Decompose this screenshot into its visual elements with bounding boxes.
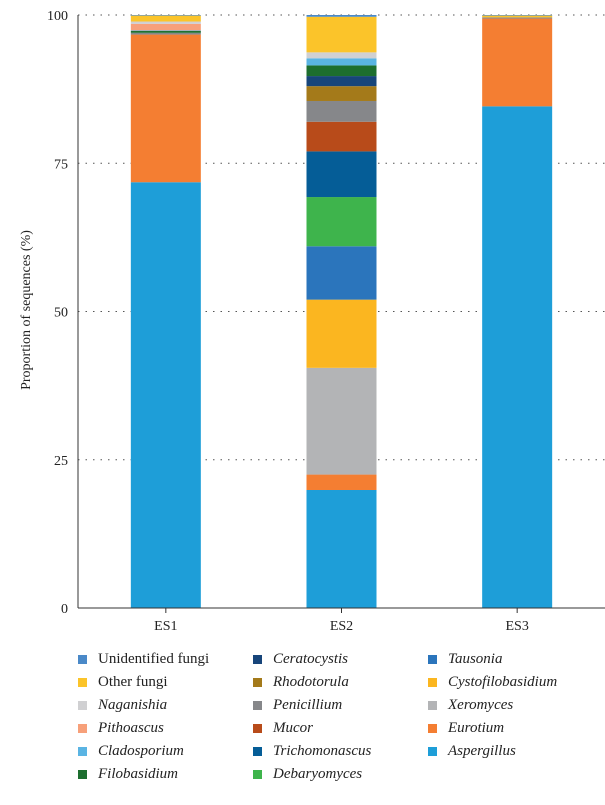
- legend-label: Trichomonascus: [273, 742, 372, 759]
- legend-item: Other fungi: [78, 673, 253, 691]
- legend-swatch: [428, 723, 437, 733]
- legend-label: Rhodotorula: [273, 673, 349, 690]
- y-tick-label: 100: [47, 9, 68, 24]
- legend-swatch: [78, 746, 87, 756]
- y-tick-label: 25: [54, 454, 68, 469]
- legend-swatch: [253, 723, 262, 733]
- x-tick-label: ES2: [330, 619, 353, 634]
- legend-item: Ceratocystis: [253, 650, 428, 668]
- bar-segment: [130, 21, 201, 24]
- bar-segment: [306, 58, 377, 66]
- x-tick-label: ES1: [154, 619, 177, 634]
- legend: Unidentified fungi Ceratocystis Tausonia Ot…: [78, 650, 605, 783]
- x-tick-label: ES3: [505, 619, 528, 634]
- legend-swatch: [253, 654, 262, 664]
- legend-swatch: [253, 746, 262, 756]
- legend-swatch: [428, 700, 437, 710]
- legend-item: Eurotium: [428, 719, 605, 737]
- legend-swatch: [78, 677, 87, 687]
- bar-segment: [482, 106, 553, 609]
- legend-label: Unidentified fungi: [98, 650, 210, 667]
- legend-swatch: [78, 723, 87, 733]
- legend-label: Eurotium: [448, 719, 505, 736]
- legend-label: Cladosporium: [98, 742, 184, 759]
- legend-item: Aspergillus: [428, 742, 605, 760]
- legend-item: Tausonia: [428, 650, 605, 668]
- legend-item: Xeromyces: [428, 696, 605, 714]
- legend-label: Tausonia: [448, 650, 503, 667]
- x-tick-labels: ES1 ES2 ES3: [154, 619, 529, 634]
- legend-label: Filobasidium: [98, 765, 179, 782]
- bar-segment: [306, 151, 377, 198]
- bars: [130, 15, 553, 609]
- bar-segment: [306, 246, 377, 300]
- legend-label: Pithoascus: [98, 719, 164, 736]
- legend-item: Filobasidium: [78, 765, 253, 783]
- bar-segment: [130, 15, 201, 16]
- legend-swatch: [253, 677, 262, 687]
- legend-swatch: [253, 700, 262, 710]
- bar-segment: [306, 121, 377, 152]
- legend-item: Naganishia: [78, 696, 253, 714]
- bar-segment: [130, 34, 201, 183]
- bar-segment: [482, 17, 553, 19]
- bar-segment: [306, 15, 377, 17]
- y-tick-label: 50: [54, 306, 68, 321]
- bar-segment: [306, 197, 377, 247]
- legend-label: Mucor: [273, 719, 313, 736]
- bar-segment: [306, 16, 377, 53]
- y-tick-label: 0: [61, 602, 68, 617]
- bar-segment: [130, 31, 201, 33]
- axes: [77, 15, 605, 613]
- legend-label: Penicillium: [273, 696, 343, 713]
- legend-item: Cystofilobasidium: [428, 673, 605, 691]
- bar-segment: [482, 18, 553, 107]
- legend-swatch: [78, 769, 87, 779]
- bar-segment: [130, 15, 201, 22]
- legend-label: Debaryomyces: [273, 765, 363, 782]
- legend-label: Aspergillus: [448, 742, 516, 759]
- legend-item: Cladosporium: [78, 742, 253, 760]
- legend-item: Debaryomyces: [253, 765, 428, 783]
- bar-segment: [482, 15, 553, 16]
- legend-swatch: [428, 654, 437, 664]
- legend-item: Pithoascus: [78, 719, 253, 737]
- legend-label: Other fungi: [98, 673, 168, 690]
- bar-segment: [130, 23, 201, 31]
- legend-swatch: [253, 769, 262, 779]
- legend-swatch: [78, 654, 87, 664]
- legend-item: Penicillium: [253, 696, 428, 714]
- bar-segment: [306, 65, 377, 77]
- bar-segment: [130, 32, 201, 35]
- legend-label: Xeromyces: [448, 696, 514, 713]
- bar-segment: [306, 76, 377, 87]
- stacked-bar-chart: 0 25 50 75 100 ES1 ES2 ES3 Proportion of seque…: [19, 9, 605, 634]
- y-axis-label: Proportion of sequences (%): [19, 230, 34, 390]
- legend-label: Naganishia: [98, 696, 168, 713]
- legend-label: Ceratocystis: [273, 650, 348, 667]
- bar-segment: [130, 30, 201, 32]
- legend-swatch: [78, 700, 87, 710]
- bar-segment: [482, 15, 553, 18]
- bar-segment: [306, 367, 377, 475]
- legend-item: Trichomonascus: [253, 742, 428, 760]
- bar-segment: [306, 489, 377, 608]
- bar-segment: [306, 52, 377, 59]
- legend-item: Rhodotorula: [253, 673, 428, 691]
- legend-label: Cystofilobasidium: [448, 673, 558, 690]
- legend-swatch: [428, 677, 437, 687]
- legend-item: Unidentified fungi: [78, 650, 253, 668]
- bar-segment: [306, 100, 377, 122]
- y-tick-label: 75: [54, 157, 68, 172]
- legend-swatch: [428, 746, 437, 756]
- legend-item: Mucor: [253, 719, 428, 737]
- bar-segment: [306, 86, 377, 101]
- bar-segment: [306, 299, 377, 368]
- y-tick-labels: 0 25 50 75 100: [47, 9, 68, 617]
- bar-segment: [130, 182, 201, 608]
- bar-segment: [306, 474, 377, 490]
